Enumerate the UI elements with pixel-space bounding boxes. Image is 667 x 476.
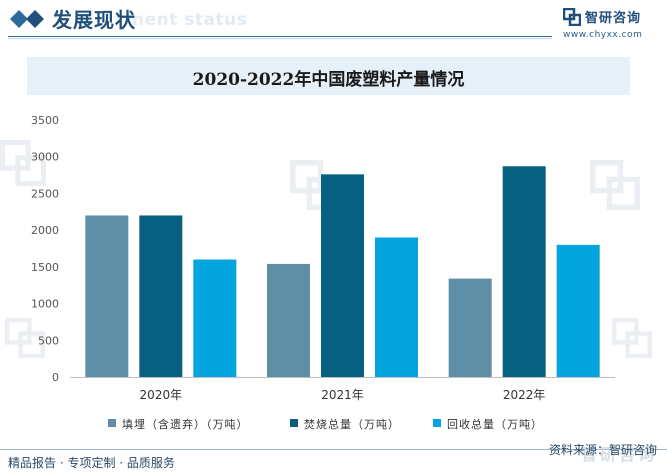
y-tick-label: 3500 xyxy=(31,114,59,127)
footer-watermark-name: 智研咨询 xyxy=(580,445,657,464)
legend-label-incineration: 焚烧总量（万吨） xyxy=(304,418,400,431)
bar xyxy=(448,278,492,377)
bar xyxy=(375,237,418,377)
brand-block: 智研咨询 www.chyxx.com xyxy=(563,6,663,42)
chart-legend: 填埋（含遗弃）（万吨） 焚烧总量（万吨） 回收总量（万吨） xyxy=(108,415,568,433)
brand-url: www.chyxx.com xyxy=(563,30,643,40)
bar xyxy=(321,174,364,377)
bar-chart: 0 500 1000 1500 2000 2500 3000 3500 2020年 2021年 20… xyxy=(31,114,615,402)
chart-title: 2020-2022年中国废塑料产量情况 xyxy=(192,70,465,90)
bar xyxy=(502,166,546,377)
x-tick-label: 2022年 xyxy=(503,388,546,402)
brand-logo-icon xyxy=(563,8,581,26)
legend-swatch-recycling xyxy=(433,419,441,427)
header-divider xyxy=(8,36,552,37)
diamond-icon xyxy=(10,10,44,28)
footer-source-text: 资料来源：智研咨询 xyxy=(548,443,657,457)
y-tick-label: 2000 xyxy=(31,224,59,237)
page-header: nent status 发展现状 xyxy=(0,0,667,44)
y-tick-label: 2500 xyxy=(31,187,59,200)
x-tick-label: 2021年 xyxy=(321,388,364,402)
bar xyxy=(267,263,310,377)
y-tick-label: 3000 xyxy=(31,151,59,164)
chart-title-box: 2020-2022年中国废塑料产量情况 xyxy=(27,57,630,95)
y-tick-label: 1500 xyxy=(31,261,59,274)
header-divider-secondary xyxy=(8,38,552,39)
header-watermark: nent status xyxy=(132,10,248,30)
bar xyxy=(85,215,129,377)
bar xyxy=(556,244,600,377)
footer-source: 智研咨询 资料来源：智研咨询 xyxy=(549,441,657,465)
legend-label-landfill: 填埋（含遗弃）（万吨） xyxy=(122,418,249,431)
brand-name: 智研咨询 xyxy=(585,11,642,26)
footer-slogan: 精品报告 · 专项定制 · 品质服务 xyxy=(8,456,175,470)
y-tick-label: 0 xyxy=(52,371,59,384)
y-tick-label: 1000 xyxy=(31,298,59,311)
legend-label-recycling: 回收总量（万吨） xyxy=(447,418,543,431)
legend-swatch-incineration xyxy=(290,419,298,427)
section-title: 发展现状 xyxy=(52,8,136,32)
x-tick-label: 2020年 xyxy=(140,388,183,402)
page-footer: 精品报告 · 专项定制 · 品质服务 智研咨询 资料来源：智研咨询 xyxy=(0,441,667,476)
bar xyxy=(139,215,183,377)
y-tick-label: 500 xyxy=(38,334,59,347)
bar xyxy=(193,259,237,377)
legend-swatch-landfill xyxy=(108,419,116,427)
footer-divider xyxy=(0,449,667,450)
